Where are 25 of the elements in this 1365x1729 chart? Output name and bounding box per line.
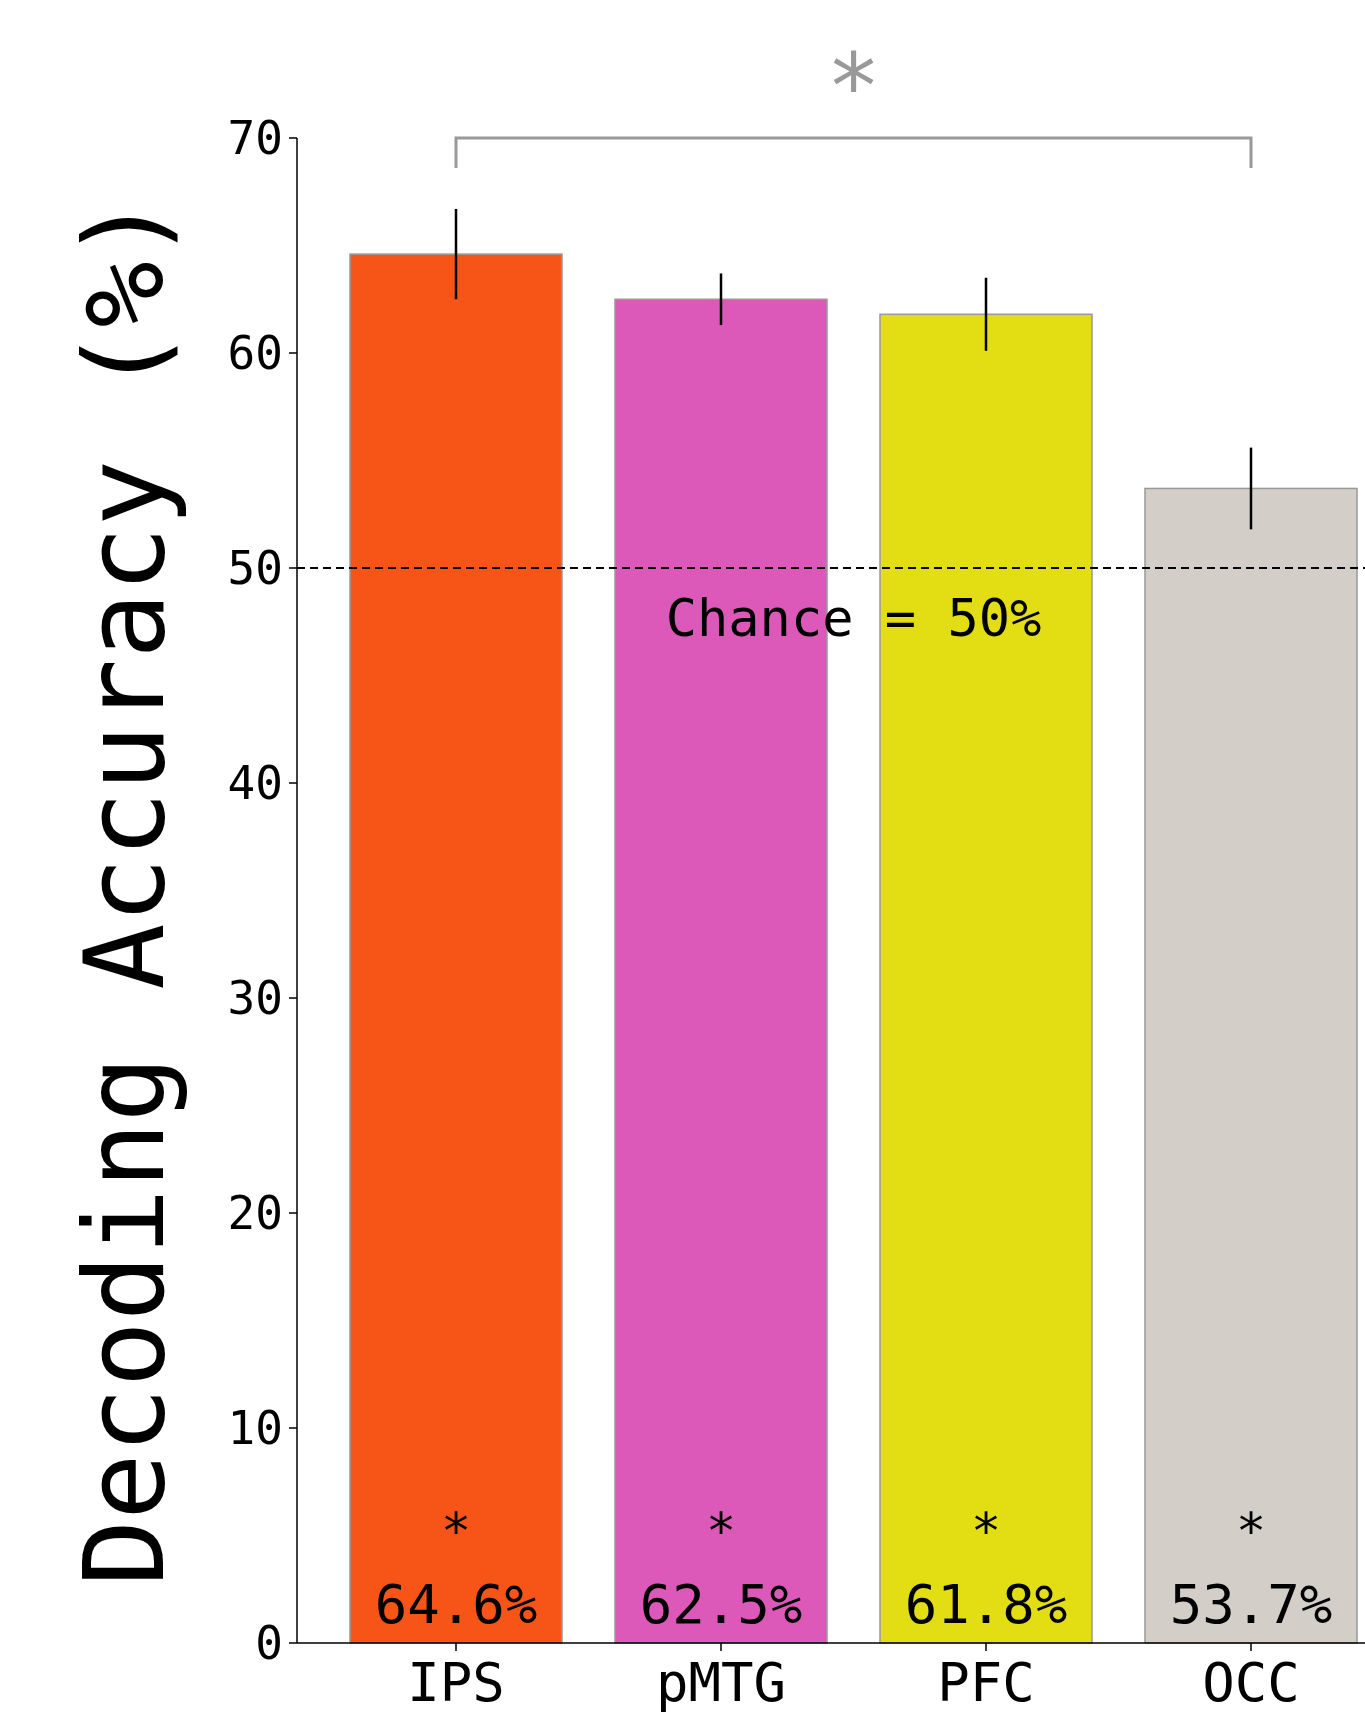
annotation: * xyxy=(970,1502,1002,1560)
annotation: * xyxy=(826,34,881,139)
annotation: * xyxy=(440,1502,472,1560)
y-tick-label: 50 xyxy=(227,541,283,596)
y-tick-label: 60 xyxy=(227,326,283,381)
data-label: 61.8% xyxy=(904,1573,1068,1636)
annotation: * xyxy=(705,1502,737,1560)
data-label: 64.6% xyxy=(374,1573,538,1636)
annotation: * xyxy=(1235,1502,1267,1560)
data-label: 53.7% xyxy=(1169,1573,1333,1636)
bar xyxy=(879,313,1093,1644)
bar xyxy=(1144,487,1358,1644)
x-tick-label: pMTG xyxy=(655,1651,787,1714)
y-axis-title: Decoding Accuracy (%) xyxy=(61,195,189,1586)
y-tick-label: 40 xyxy=(227,756,283,811)
x-tick-label: OCC xyxy=(1202,1651,1300,1714)
y-tick-label: 30 xyxy=(227,971,283,1026)
data-label: 62.5% xyxy=(639,1573,803,1636)
y-tick-label: 0 xyxy=(255,1616,283,1671)
bar xyxy=(349,253,563,1644)
x-tick-label: PFC xyxy=(937,1651,1035,1714)
y-tick-label: 10 xyxy=(227,1401,283,1456)
y-tick-label: 70 xyxy=(227,111,283,166)
x-tick-label: IPS xyxy=(407,1651,505,1714)
y-tick-label: 20 xyxy=(227,1186,283,1241)
